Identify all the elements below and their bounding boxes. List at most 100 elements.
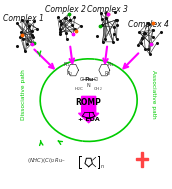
Point <box>159 31 162 34</box>
Point <box>104 11 107 14</box>
Text: Cl: Cl <box>79 77 84 82</box>
Text: + EDA: + EDA <box>78 117 100 122</box>
Point <box>139 42 142 45</box>
Text: Associative path: Associative path <box>151 70 156 119</box>
Point <box>99 11 102 14</box>
FancyArrow shape <box>78 96 99 123</box>
Point <box>115 23 118 26</box>
Point <box>152 22 155 25</box>
Point <box>33 20 36 23</box>
Text: Dissociative path: Dissociative path <box>21 69 26 120</box>
Point <box>59 32 62 35</box>
Point <box>141 36 144 40</box>
Point <box>148 53 151 56</box>
Text: Ru: Ru <box>84 77 93 82</box>
Point <box>33 42 36 45</box>
Point <box>96 35 99 38</box>
Point <box>68 18 71 21</box>
Point <box>74 27 77 30</box>
Point <box>152 28 154 31</box>
Point <box>150 43 153 46</box>
Point <box>21 38 24 41</box>
Point <box>142 32 145 35</box>
Text: $\rm R_1$: $\rm R_1$ <box>63 60 70 69</box>
Point <box>147 21 149 24</box>
Point <box>30 42 33 45</box>
Point <box>64 32 67 35</box>
Bar <box>141 152 143 167</box>
Point <box>151 35 154 38</box>
Point <box>137 43 139 46</box>
Text: $\rm R_1$: $\rm R_1$ <box>107 60 114 69</box>
Point <box>65 38 68 41</box>
Point <box>155 41 158 44</box>
Point <box>101 40 104 43</box>
Point <box>107 12 110 15</box>
Point <box>113 26 116 29</box>
Point <box>36 27 39 30</box>
Point <box>147 22 150 25</box>
Point <box>144 47 147 50</box>
Point <box>32 36 34 39</box>
Point <box>59 20 62 23</box>
Point <box>112 32 115 35</box>
Point <box>105 16 108 19</box>
Point <box>79 24 82 27</box>
Point <box>25 43 28 46</box>
Point <box>30 42 33 45</box>
Bar <box>136 158 148 160</box>
Point <box>114 19 117 22</box>
Text: $\rm R_2$: $\rm R_2$ <box>66 69 73 78</box>
Point <box>60 23 62 26</box>
Point <box>73 15 76 19</box>
Point <box>114 11 116 14</box>
Point <box>63 17 66 20</box>
Point <box>67 13 70 16</box>
Point <box>65 17 68 20</box>
Point <box>20 33 23 36</box>
Point <box>74 29 77 32</box>
Text: Complex 2: Complex 2 <box>45 5 86 14</box>
Point <box>112 40 114 43</box>
Point <box>101 18 104 21</box>
Point <box>100 23 103 26</box>
Point <box>30 29 33 33</box>
Point <box>144 32 147 35</box>
Point <box>147 48 149 51</box>
Text: $\rm H_2C$: $\rm H_2C$ <box>74 85 84 93</box>
Point <box>67 13 70 16</box>
Point <box>30 33 33 36</box>
Point <box>56 16 59 19</box>
Point <box>16 44 19 47</box>
Point <box>72 33 74 36</box>
Text: ROMP: ROMP <box>76 98 102 107</box>
Point <box>72 33 74 36</box>
Point <box>25 20 28 23</box>
Point <box>99 24 101 27</box>
Point <box>107 12 110 15</box>
Point <box>33 42 36 45</box>
Text: Complex 1: Complex 1 <box>3 14 43 23</box>
Point <box>74 29 77 32</box>
Point <box>138 31 141 34</box>
Point <box>20 33 23 36</box>
Text: n: n <box>100 164 104 169</box>
Text: Complex 3: Complex 3 <box>87 5 128 14</box>
Text: $(NHC)(Cl)_2Ru$–: $(NHC)(Cl)_2Ru$– <box>27 156 66 165</box>
Point <box>15 22 18 25</box>
Text: $\rm CH_2$: $\rm CH_2$ <box>93 85 103 93</box>
Text: $\rm N$: $\rm N$ <box>86 81 91 89</box>
Point <box>19 35 22 38</box>
Point <box>150 42 152 45</box>
Point <box>152 22 155 25</box>
Point <box>20 18 23 21</box>
Point <box>104 37 107 40</box>
Point <box>23 49 26 52</box>
Point <box>150 43 153 46</box>
Point <box>71 23 74 26</box>
Text: Cl: Cl <box>93 77 98 82</box>
Point <box>115 38 118 41</box>
Point <box>59 27 62 30</box>
Text: $\rm R_2$: $\rm R_2$ <box>104 69 111 78</box>
Point <box>116 19 119 22</box>
